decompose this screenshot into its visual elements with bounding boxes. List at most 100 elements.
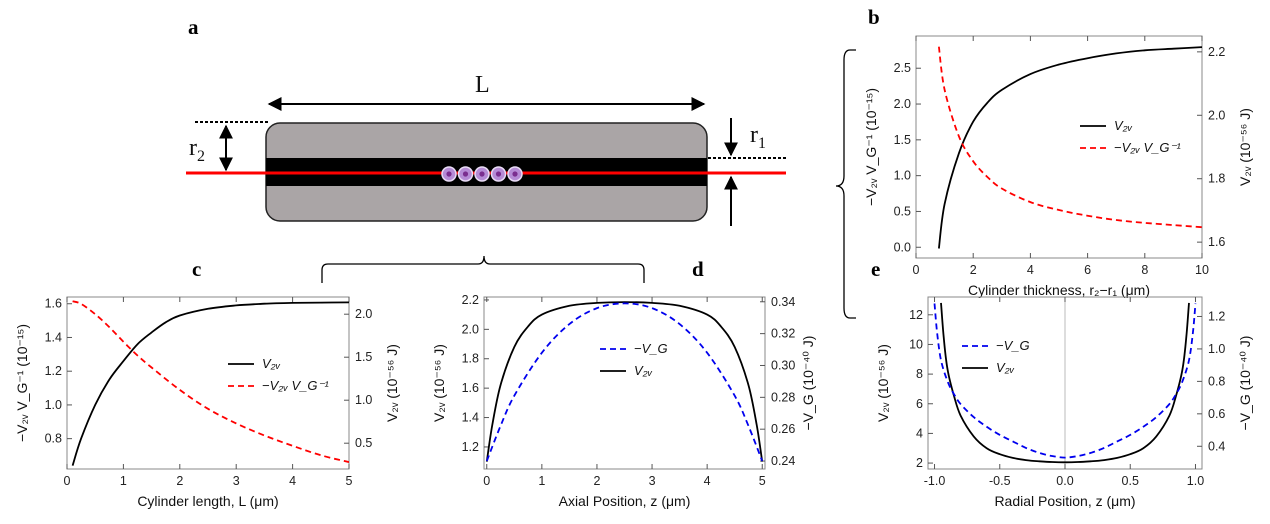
y-left-tick-label: 2.5 — [894, 61, 911, 75]
particle-core — [479, 171, 485, 177]
y-right-axis-label: V₂ᵥ (10⁻⁵⁶ J) — [1237, 108, 1253, 186]
y-right-tick-label: 0.30 — [771, 358, 795, 372]
plot-frame — [915, 35, 1203, 259]
y-left-tick-label: 1.2 — [462, 440, 479, 454]
y-right-tick-label: 1.0 — [1208, 342, 1225, 356]
x-tick-label: 10 — [1195, 263, 1209, 277]
x-tick-label: 2 — [970, 263, 977, 277]
y-left-tick-label: 1.0 — [894, 169, 911, 183]
x-tick-label: 8 — [1141, 263, 1148, 277]
length-label: L — [475, 72, 490, 98]
chart-d: 0 1 2 3 4 5 1.2 1.4 1.6 1.8 2.0 2.2 0.24 0.26 0.28 0.30… — [431, 293, 816, 509]
y-left-tick-label: 1.5 — [894, 133, 911, 147]
y-right-tick-label: 0.5 — [355, 436, 372, 450]
panel-letter-b: b — [868, 5, 880, 29]
y-right-tick-label: 1.8 — [1208, 172, 1225, 186]
panel-letter-e: e — [871, 257, 880, 281]
y-left-axis-label: V₂ᵥ (10⁻⁵⁶ J) — [431, 344, 447, 422]
x-tick-label: 4 — [1027, 263, 1034, 277]
y-right-tick-label: 0.24 — [771, 454, 795, 468]
series-line-solid — [938, 46, 1202, 249]
y-left-tick-label: 0.0 — [894, 240, 911, 254]
legend-entry: V₂ᵥ — [634, 363, 653, 378]
x-tick-label: 0.5 — [1122, 474, 1139, 488]
x-tick-label: 0 — [483, 474, 490, 488]
y-right-tick-label: 0.26 — [771, 422, 795, 436]
x-axis-label: Radial Position, z (μm) — [994, 493, 1135, 509]
chart-e: -1.0 -0.5 0.0 0.5 1.0 2 4 6 8 10 12 0.4 0.6 0.8 1.0 1.2… — [875, 296, 1253, 509]
x-tick-label: 1 — [120, 474, 127, 488]
chart-c: 0 1 2 3 4 5 0.8 1.0 1.2 1.4 1.6 0.5 1.0 1.5 2.0 Cylinde… — [14, 296, 400, 509]
cylinder-diagram: L r2 r1 — [186, 72, 786, 226]
x-axis-label: Axial Position, z (μm) — [559, 493, 691, 509]
x-tick-label: 4 — [289, 474, 296, 488]
r2-label: r2 — [189, 135, 205, 165]
y-right-tick-label: 2.0 — [1208, 108, 1225, 122]
x-tick-label: -1.0 — [924, 474, 946, 488]
y-left-axis-label: −V₂ᵥ V_G⁻¹ (10⁻¹⁵) — [863, 88, 879, 206]
y-left-axis-label: V₂ᵥ (10⁻⁵⁶ J) — [875, 344, 891, 422]
y-right-axis-label: −V_G (10⁻⁴⁰ J) — [1237, 336, 1253, 431]
legend-entry: −V₂ᵥ V_G⁻¹ — [262, 378, 329, 393]
legend-entry: V₂ᵥ — [996, 360, 1015, 375]
brace-b-e — [835, 49, 856, 319]
y-right-tick-label: 0.28 — [771, 390, 795, 404]
series-line-solid — [71, 301, 349, 466]
x-axis-label: Cylinder thickness, r₂−r₁ (μm) — [968, 282, 1150, 298]
y-left-tick-label: 1.0 — [45, 398, 62, 412]
x-axis-label: Cylinder length, L (μm) — [137, 493, 278, 509]
y-right-tick-label: 2.0 — [355, 307, 372, 321]
x-tick-label: -0.5 — [989, 474, 1011, 488]
plot-frame — [483, 296, 766, 470]
legend-entry: −V_G — [634, 341, 668, 356]
series-line-dashed — [938, 46, 1202, 229]
y-right-tick-label: 2.2 — [1208, 45, 1225, 59]
x-tick-label: 5 — [346, 474, 353, 488]
legend-entry: −V₂ᵥ V_G⁻¹ — [1114, 140, 1181, 155]
y-right-tick-label: 0.34 — [771, 295, 795, 309]
y-right-tick-label: 0.6 — [1208, 407, 1225, 421]
y-left-axis-label: −V₂ᵥ V_G⁻¹ (10⁻¹⁵) — [14, 324, 30, 442]
particle-core — [512, 171, 518, 177]
x-tick-label: 1.0 — [1187, 474, 1204, 488]
x-tick-label: 3 — [649, 474, 656, 488]
y-left-tick-label: 0.8 — [45, 432, 62, 446]
y-left-tick-label: 10 — [909, 337, 923, 351]
series-line-dashed — [933, 303, 1197, 459]
y-right-tick-label: 1.5 — [355, 350, 372, 364]
y-left-tick-label: 1.4 — [45, 330, 62, 344]
y-left-tick-label: 6 — [916, 397, 923, 411]
x-tick-label: 2 — [176, 474, 183, 488]
y-left-tick-label: 1.8 — [462, 352, 479, 366]
chart-b: 0 2 4 6 8 10 0.0 0.5 1.0 1.5 2.0 2.5 1.6 1.8 2.0 2.2 Cyl… — [863, 35, 1253, 298]
y-left-tick-label: 2.0 — [894, 97, 911, 111]
panel-letter-a: a — [188, 15, 199, 39]
y-left-tick-label: 2.2 — [462, 293, 479, 307]
panel-letter-c: c — [192, 257, 201, 281]
x-tick-label: 6 — [1084, 263, 1091, 277]
legend-entry: V₂ᵥ — [262, 356, 281, 371]
legend-entry: V₂ᵥ — [1114, 118, 1133, 133]
y-left-tick-label: 1.2 — [45, 364, 62, 378]
y-right-axis-label: −V_G (10⁻⁴⁰ J) — [800, 336, 816, 431]
y-right-tick-label: 0.32 — [771, 327, 795, 341]
series-line-solid — [940, 302, 1190, 464]
y-left-tick-label: 4 — [916, 426, 923, 440]
y-right-tick-label: 0.8 — [1208, 374, 1225, 388]
series-line-solid — [485, 301, 764, 462]
x-tick-label: 5 — [759, 474, 766, 488]
x-tick-label: 4 — [704, 474, 711, 488]
y-left-tick-label: 1.4 — [462, 411, 479, 425]
y-left-tick-label: 12 — [909, 308, 923, 322]
legend-entry: −V_G — [996, 338, 1030, 353]
x-tick-label: 0.0 — [1056, 474, 1073, 488]
particle-row — [441, 166, 523, 182]
x-tick-label: 3 — [233, 474, 240, 488]
y-left-tick-label: 1.6 — [45, 297, 62, 311]
x-tick-label: 2 — [593, 474, 600, 488]
particle-core — [462, 171, 469, 177]
brace-c-d — [321, 255, 645, 283]
y-right-tick-label: 0.4 — [1208, 439, 1225, 453]
y-left-tick-label: 0.5 — [894, 204, 911, 218]
